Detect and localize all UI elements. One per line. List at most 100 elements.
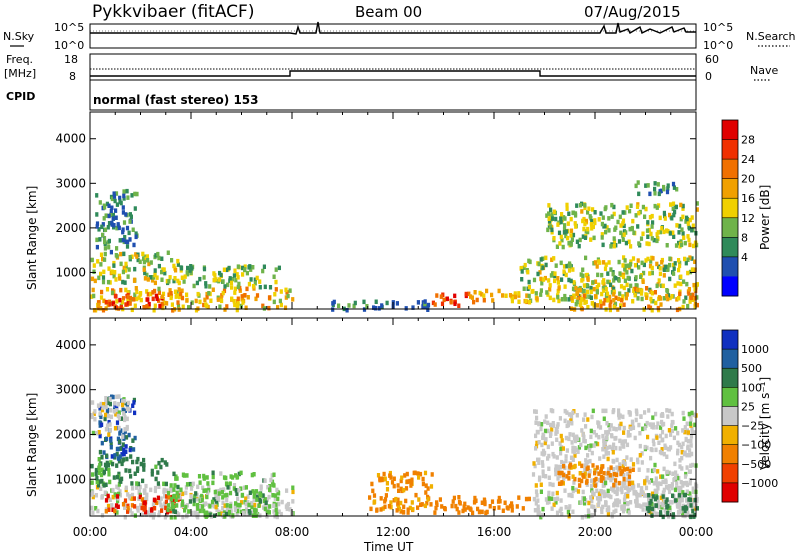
data-cell: [622, 472, 626, 478]
data-cell: [515, 504, 519, 509]
data-cell: [337, 303, 341, 308]
data-cell: [331, 301, 335, 306]
data-cell: [623, 461, 627, 466]
data-cell: [668, 508, 672, 513]
data-cell: [433, 510, 437, 515]
data-cell: [600, 506, 604, 512]
nave-tick-top: 60: [705, 53, 719, 66]
data-cell: [123, 280, 127, 285]
data-cell: [172, 509, 176, 514]
data-cell: [547, 211, 551, 216]
x-tick-label: 20:00: [578, 525, 613, 539]
data-cell: [641, 279, 645, 284]
data-cell: [573, 221, 577, 226]
data-cell: [677, 442, 681, 448]
data-cell: [682, 279, 686, 284]
data-cell: [682, 503, 686, 509]
colorbar-segment: [722, 256, 738, 277]
data-cell: [688, 497, 692, 503]
data-cell: [540, 422, 544, 427]
data-cell: [671, 514, 675, 519]
data-cell: [107, 245, 111, 250]
data-cell: [457, 510, 461, 515]
data-cell: [104, 498, 109, 503]
data-cell: [116, 504, 120, 509]
data-cell: [111, 216, 115, 221]
data-cell: [530, 289, 534, 294]
data-cell: [470, 295, 474, 300]
data-cell: [418, 471, 423, 477]
data-cell: [534, 420, 538, 425]
data-cell: [352, 303, 356, 309]
nave-tick-bottom: 0: [705, 70, 712, 83]
data-cell: [121, 407, 125, 413]
data-cell: [654, 476, 658, 481]
data-cell: [160, 301, 164, 307]
data-cell: [241, 510, 245, 516]
data-cell: [175, 290, 179, 295]
data-cell: [222, 267, 226, 272]
data-cell: [574, 224, 578, 229]
data-cell: [122, 220, 127, 225]
data-cell: [673, 261, 677, 266]
data-cell: [122, 411, 126, 416]
data-cell: [128, 219, 132, 224]
data-cell: [622, 504, 626, 509]
data-cell: [547, 203, 551, 208]
data-cell: [278, 298, 282, 304]
data-cell: [265, 497, 269, 502]
data-cell: [618, 466, 622, 471]
data-cell: [107, 419, 111, 425]
data-cell: [114, 191, 119, 196]
data-cell: [665, 264, 669, 270]
data-cell: [695, 483, 699, 489]
data-cell: [693, 296, 697, 301]
data-cell: [647, 508, 651, 513]
data-cell: [157, 460, 161, 466]
data-cell: [575, 239, 579, 244]
data-cell: [539, 514, 543, 520]
data-cell: [267, 510, 271, 515]
data-cell: [133, 303, 137, 308]
data-cell: [104, 466, 108, 471]
colorbar-tick-label: 4: [741, 251, 748, 264]
data-cell: [668, 276, 672, 282]
data-cell: [537, 261, 541, 267]
data-cell: [94, 471, 98, 477]
data-cell: [274, 502, 278, 507]
data-cell: [540, 512, 545, 518]
data-cell: [599, 469, 603, 475]
data-cell: [404, 486, 409, 491]
data-cell: [242, 485, 247, 490]
data-cell: [213, 489, 217, 495]
data-cell: [175, 476, 179, 481]
data-cell: [135, 191, 139, 197]
data-cell: [362, 299, 366, 305]
data-cell: [607, 260, 611, 265]
data-cell: [617, 278, 621, 283]
data-cell: [362, 307, 367, 312]
data-cell: [219, 295, 223, 301]
data-cell: [539, 482, 543, 487]
data-cell: [588, 294, 592, 299]
data-cell: [655, 261, 659, 267]
data-cell: [597, 282, 601, 288]
data-cell: [571, 509, 575, 514]
data-cell: [589, 495, 593, 500]
data-cell: [170, 302, 174, 307]
data-cell: [592, 286, 596, 292]
data-cell: [121, 458, 125, 463]
data-cell: [145, 272, 149, 278]
data-cell: [651, 438, 655, 443]
data-cell: [662, 186, 666, 192]
velocity-colorbar-label: Velocity [m s⁻¹]: [758, 377, 772, 470]
data-cell: [131, 438, 135, 443]
data-cell: [590, 512, 594, 518]
data-cell: [650, 491, 655, 496]
data-cell: [632, 484, 636, 489]
data-cell: [684, 471, 688, 477]
data-cell: [166, 507, 170, 513]
data-cell: [551, 408, 555, 414]
data-cell: [128, 212, 132, 217]
